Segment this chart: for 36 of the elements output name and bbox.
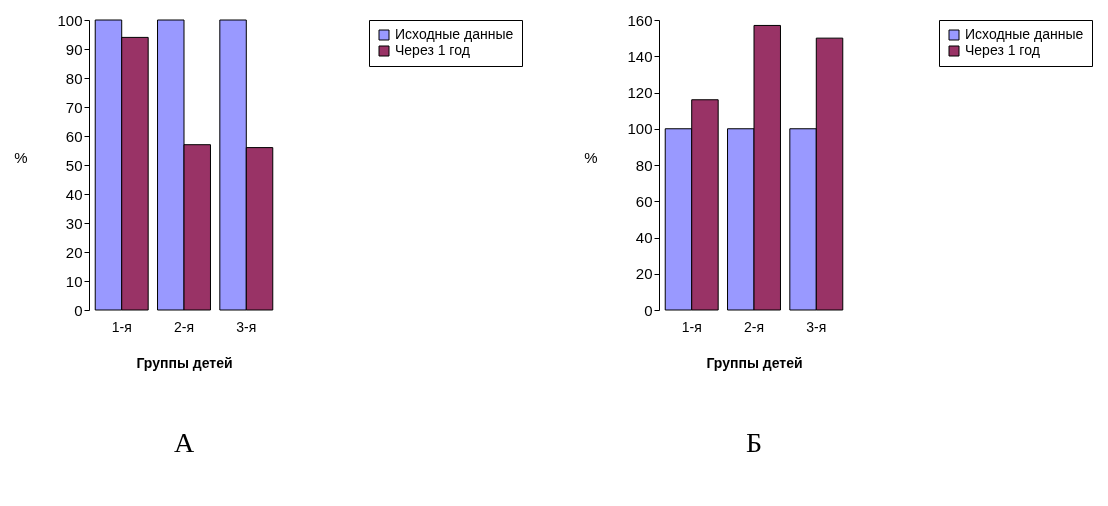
y-tick-label: 60 xyxy=(65,127,83,145)
y-tick-label: 20 xyxy=(65,243,83,261)
y-tick-label: 0 xyxy=(644,301,653,319)
y-tick-label: 140 xyxy=(627,47,653,65)
y-tick-label: 60 xyxy=(635,192,653,210)
x-tick-label: 2-я xyxy=(173,318,195,335)
legend-label: Исходные данные xyxy=(395,26,514,42)
y-tick-label: 20 xyxy=(635,265,653,283)
legend-label: Через 1 год xyxy=(965,42,1040,58)
legend-label: Через 1 год xyxy=(395,42,470,58)
x-tick-label: 1-я xyxy=(111,318,132,335)
x-tick-label: 2-я xyxy=(743,318,765,335)
y-axis-title: % xyxy=(584,148,598,166)
x-axis-title: Группы детей xyxy=(136,354,233,371)
x-tick-label: 1-я xyxy=(681,318,702,335)
y-tick-label: 40 xyxy=(635,229,653,246)
y-tick-label: 160 xyxy=(627,11,653,29)
y-tick-label: 50 xyxy=(65,156,83,174)
y-tick-label: 0 xyxy=(74,301,83,319)
y-tick-label: 80 xyxy=(635,156,653,174)
y-tick-label: 100 xyxy=(627,120,653,138)
x-axis-title: Группы детей xyxy=(706,354,803,371)
x-tick-label: 3-я xyxy=(806,318,827,335)
y-tick-label: 80 xyxy=(65,69,83,87)
y-tick-label: 120 xyxy=(627,84,653,101)
text: А xyxy=(173,427,195,458)
y-axis-title: % xyxy=(14,148,28,166)
text: Б xyxy=(745,427,763,458)
y-tick-label: 40 xyxy=(65,185,83,203)
y-tick-label: 90 xyxy=(65,40,83,58)
legend-label: Исходные данные xyxy=(965,26,1084,42)
y-tick-label: 30 xyxy=(65,214,83,232)
y-tick-label: 70 xyxy=(65,98,83,116)
y-tick-label: 100 xyxy=(57,11,83,29)
x-tick-label: 3-я xyxy=(236,318,257,335)
y-tick-label: 10 xyxy=(65,272,83,290)
